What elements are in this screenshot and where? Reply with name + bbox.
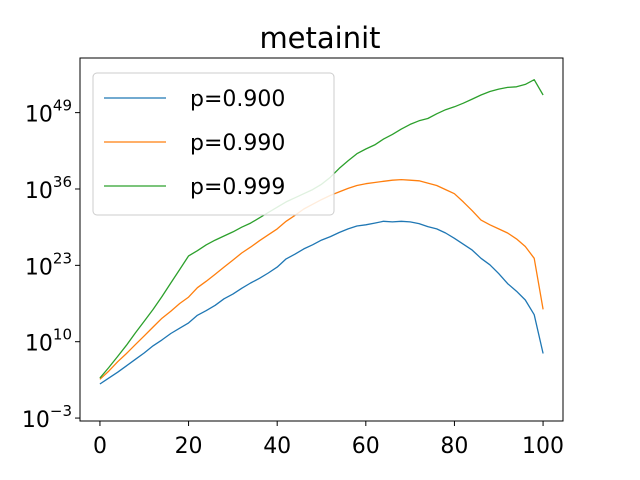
series-line-1 <box>99 220 544 385</box>
legend: p=0.900 p=0.990 p=0.999 <box>92 72 335 216</box>
y-tick-label: 1049 <box>25 97 72 128</box>
legend-label: p=0.990 <box>190 131 285 156</box>
x-axis: 0 20 40 60 80 100 <box>93 421 564 459</box>
plot-frame <box>79 57 564 422</box>
x-tick-label: 60 <box>352 434 380 459</box>
legend-label: p=0.900 <box>190 87 285 112</box>
y-axis: 10−3 1010 1023 1036 1049 <box>22 97 80 433</box>
y-tick-label: 1036 <box>25 173 72 204</box>
x-tick-label: 20 <box>175 434 203 459</box>
x-tick-label: 80 <box>440 434 468 459</box>
x-tick-label: 40 <box>263 434 291 459</box>
legend-label: p=0.999 <box>190 175 285 200</box>
x-tick-label: 100 <box>522 434 564 459</box>
y-tick-label: 1010 <box>25 326 72 357</box>
x-tick-label: 0 <box>93 434 107 459</box>
chart-title: metainit <box>259 21 380 55</box>
y-tick-label: 10−3 <box>22 402 72 433</box>
legend-box <box>92 72 335 216</box>
y-tick-label: 1023 <box>25 249 72 280</box>
